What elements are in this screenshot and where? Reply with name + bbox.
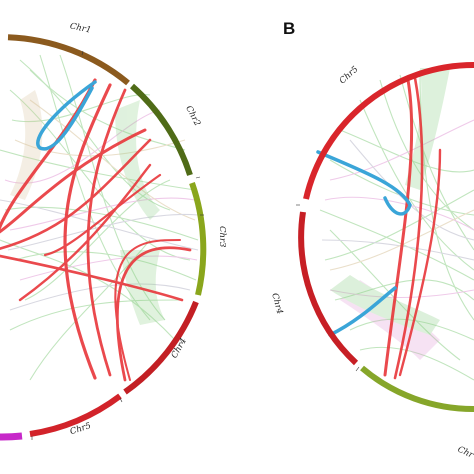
panel-b-chr4-arc <box>298 211 359 366</box>
panel-b-blue-link-lower <box>328 286 397 337</box>
panel-b-highlight-links <box>383 76 442 380</box>
panel-b-ticks <box>296 204 360 372</box>
panel-b-background-links <box>319 69 474 381</box>
panel-a-chr1-label: Chr1 <box>69 21 92 35</box>
panel-a-chromosome-ring <box>0 34 207 441</box>
panel-b-letter: B <box>283 19 295 38</box>
panel-b-chr4-label: Chr4 <box>269 292 284 315</box>
panel-b: B <box>269 19 474 461</box>
panel-a-chr5-arc <box>29 393 122 437</box>
panel-b-chr5-arc <box>303 61 474 200</box>
panel-a-highlight-links <box>0 78 192 382</box>
panel-b-blue-link-upper <box>316 150 412 216</box>
panel-a-chr2-label: Chr2 <box>183 104 202 128</box>
panel-a-blue-link <box>36 80 97 151</box>
panel-a-chr4-arc <box>123 300 199 395</box>
panel-b-chr5-label: Chr5 <box>338 65 361 87</box>
panel-a-chr6-arc <box>0 432 23 441</box>
panel-a-chr2-arc <box>130 83 193 176</box>
panel-a-chr1-arc <box>7 34 130 86</box>
panel-b-chr3-label: Chr <box>456 445 474 461</box>
panel-b-chromosome-ring <box>298 61 474 413</box>
panel-a-chr3-label: Chr3 <box>217 226 227 247</box>
panel-b-bands <box>330 68 450 360</box>
panel-a: Chr1 Chr2 Chr3 Chr4 Chr5 <box>0 21 227 441</box>
panel-b-chr3-arc <box>360 365 474 413</box>
panel-a-chr3-arc <box>189 182 207 296</box>
panel-a-ticks <box>31 50 204 440</box>
panel-a-chr4-label: Chr4 <box>170 337 189 361</box>
